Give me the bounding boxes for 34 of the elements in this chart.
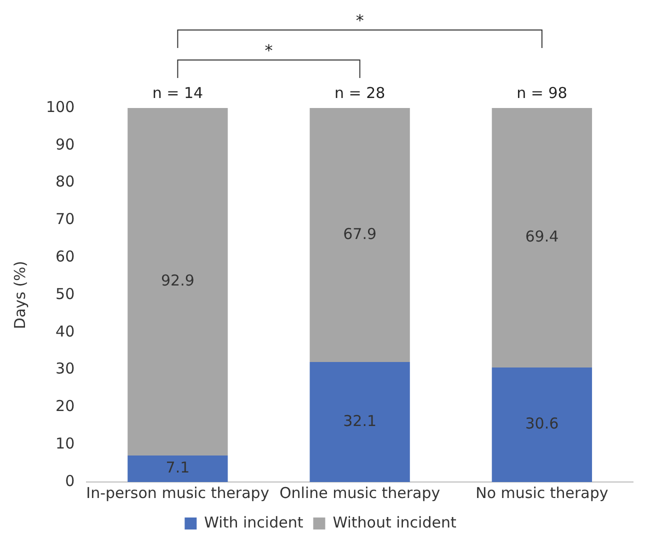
y-tick-label: 30 (56, 360, 75, 378)
annotation: n = 28 (334, 84, 386, 102)
text: * (264, 41, 273, 60)
y-tick-label: 100 (46, 98, 75, 116)
data-label: 30.6 (525, 414, 559, 433)
bar (128, 108, 228, 456)
legend-label: Without incident (332, 513, 456, 532)
x-tick-label: Online music therapy (279, 484, 440, 502)
data-label: 7.1 (166, 458, 190, 477)
data-label: 69.4 (525, 228, 559, 246)
bar (492, 368, 592, 482)
y-tick-label: 20 (56, 397, 75, 416)
bar (128, 455, 228, 482)
y-tick-label: 70 (56, 210, 75, 228)
legend-label: With incident (204, 513, 304, 532)
bar (492, 108, 592, 368)
x-tick-label: No music therapy (476, 484, 608, 502)
y-tick-label: 0 (65, 472, 75, 490)
y-tick-label: 60 (56, 247, 75, 266)
annotation: n = 98 (516, 84, 568, 102)
x-tick-label: In-person music therapy (86, 484, 270, 502)
data-label: 67.9 (343, 224, 377, 243)
y-axis-title: Days (%) (10, 260, 29, 330)
y-tick-label: 90 (56, 135, 75, 154)
y-tick-label: 80 (56, 172, 75, 191)
data-label: 32.1 (343, 412, 377, 430)
annotation: n = 14 (152, 84, 204, 102)
bar (310, 362, 410, 482)
bar (310, 108, 410, 362)
y-tick-label: 50 (56, 284, 75, 303)
text: * (356, 11, 364, 30)
y-tick-label: 10 (56, 434, 75, 452)
y-tick-label: 40 (56, 322, 75, 340)
data-label: 92.9 (160, 272, 194, 290)
